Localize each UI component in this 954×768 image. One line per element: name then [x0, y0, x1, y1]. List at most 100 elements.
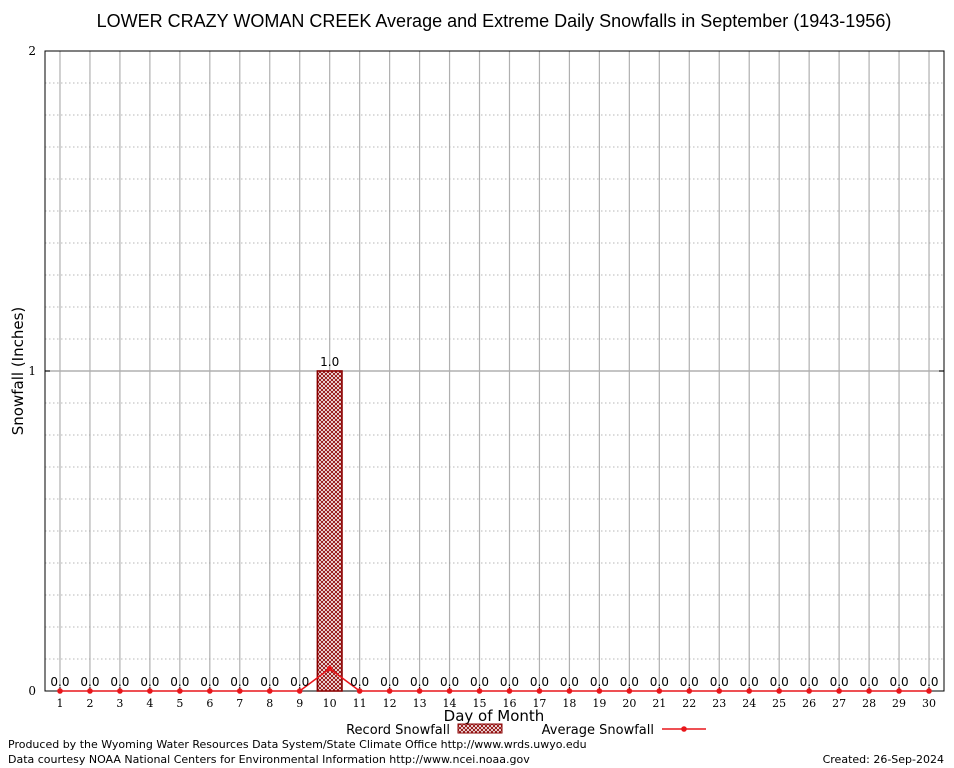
- legend-record-swatch: [457, 723, 503, 734]
- x-tick-label: 23: [712, 697, 726, 710]
- average-point: [836, 688, 842, 694]
- data-label: 0.0: [140, 675, 159, 689]
- average-point: [236, 688, 243, 694]
- x-tick-label: 14: [443, 697, 457, 710]
- average-point: [626, 688, 633, 694]
- y-axis-ticks: 0 1 2: [28, 44, 944, 698]
- x-tick-label: 3: [116, 697, 123, 710]
- average-point: [207, 688, 213, 694]
- average-point: [656, 688, 663, 694]
- y-axis-label: Snowfall (Inches): [9, 307, 27, 435]
- data-label: 0.0: [50, 675, 69, 689]
- data-labels: 0.0 0.0 0.0 0.0 0.0 0.0 0.0 0.0 0.0 1.0 0.0 0.0 0.0 0…: [50, 355, 938, 689]
- average-point: [266, 688, 273, 694]
- data-label: 0.0: [710, 675, 729, 689]
- data-label: 0.0: [230, 675, 249, 689]
- average-point: [177, 688, 183, 694]
- y-tick-label: 2: [28, 44, 36, 58]
- x-tick-label: 27: [832, 697, 846, 710]
- x-tick-label: 9: [296, 697, 303, 710]
- x-tick-label: 19: [592, 697, 606, 710]
- legend-average-marker: [681, 726, 687, 732]
- x-tick-label: 2: [86, 697, 93, 710]
- x-tick-label: 5: [176, 697, 183, 710]
- average-point: [776, 688, 782, 694]
- data-label: 0.0: [440, 675, 459, 689]
- x-axis-ticks: 1 2 3 4 5 6 7 8 9 10 11 12 13 14 15 16 17 18 19 20 21 22 23 24 2…: [56, 687, 936, 710]
- data-label: 0.0: [860, 675, 879, 689]
- data-label: 0.0: [530, 675, 549, 689]
- average-point: [686, 688, 693, 694]
- average-point: [147, 688, 153, 694]
- data-label: 0.0: [620, 675, 639, 689]
- x-tick-label: 29: [892, 697, 906, 710]
- data-label: 0.0: [830, 675, 849, 689]
- average-line-path: [59, 667, 930, 692]
- data-label: 0.0: [890, 675, 909, 689]
- data-label: 0.0: [470, 675, 489, 689]
- x-tick-label: 16: [502, 697, 516, 710]
- chart-title: LOWER CRAZY WOMAN CREEK Average and Extr…: [97, 11, 892, 31]
- data-label: 0.0: [290, 675, 309, 689]
- average-point: [896, 688, 902, 694]
- x-tick-label: 22: [682, 697, 696, 710]
- x-tick-label: 20: [622, 697, 636, 710]
- average-point: [296, 688, 303, 694]
- average-point: [596, 688, 603, 694]
- x-tick-label: 28: [862, 697, 876, 710]
- x-tick-label: 26: [802, 697, 816, 710]
- average-point: [536, 688, 543, 694]
- y-tick-label: 0: [28, 684, 36, 698]
- average-point: [326, 665, 333, 672]
- data-label: 0.0: [560, 675, 579, 689]
- average-point: [926, 688, 932, 694]
- footer-credit-2: Data courtesy NOAA National Centers for …: [8, 753, 530, 766]
- average-point: [446, 688, 453, 694]
- average-point: [416, 688, 423, 694]
- average-line: [57, 665, 932, 694]
- data-label: 0.0: [770, 675, 789, 689]
- data-label: 0.0: [350, 675, 369, 689]
- x-tick-label: 8: [266, 697, 273, 710]
- average-point: [806, 688, 812, 694]
- x-tick-label: 7: [236, 697, 243, 710]
- x-tick-label: 10: [323, 697, 337, 710]
- x-tick-label: 30: [922, 697, 936, 710]
- data-label: 0.0: [80, 675, 99, 689]
- average-point: [356, 688, 363, 694]
- data-label: 0.0: [740, 675, 759, 689]
- x-tick-label: 11: [353, 697, 367, 710]
- x-tick-label: 4: [146, 697, 153, 710]
- legend-average-label: Average Snowfall: [542, 723, 654, 738]
- data-label: 0.0: [500, 675, 519, 689]
- x-tick-label: 12: [383, 697, 397, 710]
- data-label: 0.0: [800, 675, 819, 689]
- data-label: 0.0: [260, 675, 279, 689]
- average-point: [476, 688, 483, 694]
- footer-created: Created: 26-Sep-2024: [823, 753, 944, 766]
- average-point: [117, 688, 123, 694]
- data-label: 1.0: [320, 355, 339, 369]
- x-tick-label: 13: [413, 697, 427, 710]
- record-bar: [316, 370, 343, 692]
- legend-record-label: Record Snowfall: [346, 723, 450, 738]
- data-label: 0.0: [650, 675, 669, 689]
- average-point: [506, 688, 513, 694]
- average-point: [746, 688, 753, 694]
- legend: Record Snowfall Average Snowfall: [346, 723, 706, 738]
- x-tick-label: 6: [206, 697, 213, 710]
- data-label: 0.0: [110, 675, 129, 689]
- data-label: 0.0: [919, 675, 938, 689]
- grid-lines: [45, 51, 944, 691]
- average-point: [386, 688, 393, 694]
- x-tick-label: 17: [532, 697, 546, 710]
- average-point: [566, 688, 573, 694]
- average-point: [57, 688, 63, 694]
- y-tick-label: 1: [28, 364, 36, 378]
- record-bars: [316, 370, 343, 692]
- data-label: 0.0: [380, 675, 399, 689]
- x-tick-label: 21: [652, 697, 666, 710]
- average-point: [716, 688, 723, 694]
- footer-credit-1: Produced by the Wyoming Water Resources …: [8, 738, 587, 751]
